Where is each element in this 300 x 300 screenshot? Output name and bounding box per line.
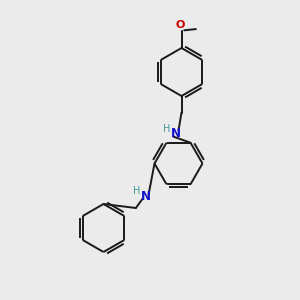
Text: H: H: [134, 186, 141, 196]
Text: H: H: [163, 124, 170, 134]
Text: N: N: [170, 127, 181, 140]
Text: N: N: [140, 190, 151, 203]
Text: O: O: [176, 20, 185, 30]
